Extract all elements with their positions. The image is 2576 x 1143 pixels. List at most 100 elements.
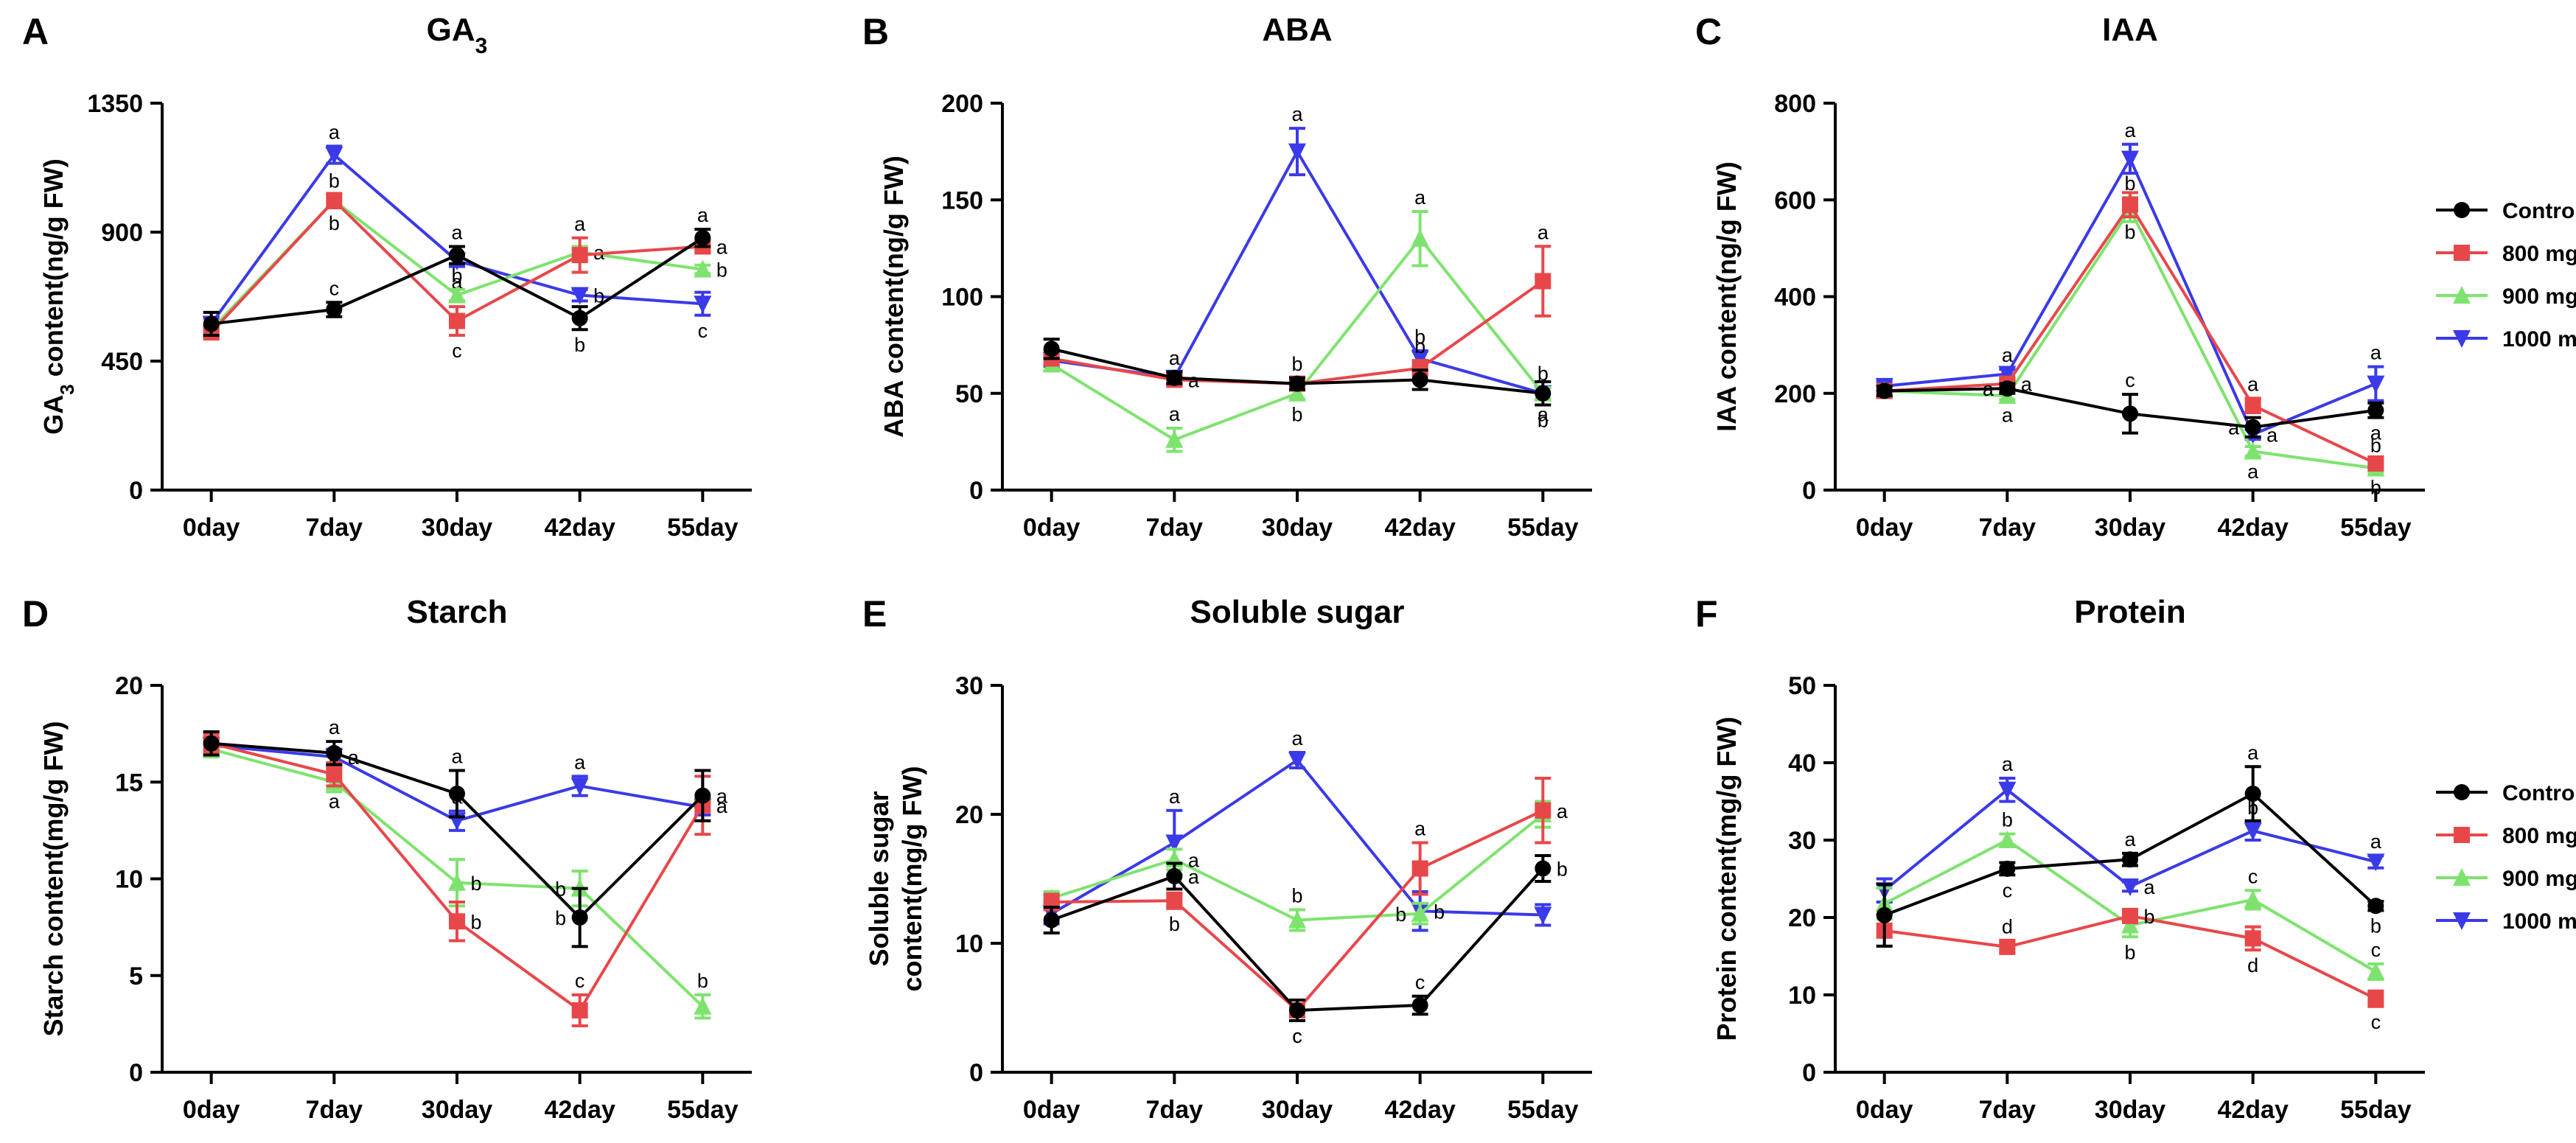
y-tick-label: 200 xyxy=(1774,380,1816,408)
data-point-marker xyxy=(203,735,220,752)
x-tick-label: 30day xyxy=(2095,514,2165,542)
significance-letter: c xyxy=(452,340,462,362)
significance-letter: b xyxy=(2370,915,2381,937)
series-control xyxy=(1043,854,1551,1022)
data-point-marker xyxy=(326,744,343,761)
legend-label: Control xyxy=(2502,199,2576,223)
legend-label: 800 mg/L xyxy=(2502,824,2576,848)
significance-letter: a xyxy=(329,121,341,143)
legend-swatch-marker xyxy=(2454,245,2470,261)
x-tick-label: 30day xyxy=(1262,1096,1333,1124)
significance-letter: b xyxy=(716,259,727,282)
data-point-marker xyxy=(1166,369,1183,386)
y-tick-label: 20 xyxy=(1788,904,1816,932)
y-axis-label: Soluble sugar xyxy=(864,791,894,966)
data-point-marker xyxy=(2122,907,2138,924)
data-point-marker xyxy=(1288,752,1306,770)
data-point-marker xyxy=(1411,860,1428,877)
y-tick-label: 10 xyxy=(1788,982,1816,1010)
x-tick-label: 42day xyxy=(544,514,615,542)
significance-letter: a xyxy=(2247,741,2259,763)
significance-letter: b xyxy=(1414,326,1425,348)
y-tick-label: 40 xyxy=(1788,749,1816,777)
y-tick-label: 0 xyxy=(129,1059,143,1087)
data-point-marker xyxy=(1876,906,1893,923)
data-point-marker xyxy=(449,312,465,329)
legend-swatch-marker xyxy=(2453,330,2471,348)
legend-label: 800 mg/L xyxy=(2502,242,2576,266)
x-tick-label: 55day xyxy=(2340,1096,2411,1124)
significance-letter: c xyxy=(1415,971,1425,993)
x-tick-label: 55day xyxy=(667,514,738,542)
y-tick-label: 10 xyxy=(115,866,143,894)
significance-letter: b xyxy=(470,873,481,895)
y-tick-label: 30 xyxy=(1788,827,1816,855)
significance-letter: c xyxy=(2003,879,2013,901)
significance-letter: a xyxy=(1983,378,1994,400)
data-point-marker xyxy=(1998,781,2017,800)
significance-letter: b xyxy=(1395,903,1406,926)
x-tick-label: 0day xyxy=(183,1096,240,1124)
legend-item: 1000 mg/L xyxy=(2436,327,2576,352)
significance-letter: d xyxy=(2247,954,2258,976)
legend-2: Control 800 mg/L 900 mg/L 1000 mg/L xyxy=(2436,781,2576,934)
data-point-marker xyxy=(1999,860,2016,877)
significance-letter: a xyxy=(716,236,728,258)
y-axis-label: ABA content(ng/g FW) xyxy=(879,155,909,438)
significance-letter: a xyxy=(697,204,709,226)
data-point-marker xyxy=(326,301,343,318)
data-point-marker xyxy=(570,777,589,796)
legend-swatch-marker xyxy=(2453,286,2471,304)
data-point-marker xyxy=(326,192,343,209)
significance-letter: a xyxy=(1537,404,1549,426)
significance-letter: b xyxy=(1434,901,1445,923)
significance-letter: b xyxy=(1414,335,1425,357)
y-axis-label: Starch content(mg/g FW) xyxy=(38,721,69,1037)
data-point-marker xyxy=(2367,455,2384,472)
panel-title: Soluble sugar xyxy=(1190,594,1405,630)
x-tick-label: 7day xyxy=(1979,514,2036,542)
chart-panel-d: D Starch 0 5 10 15 20 0day 7day 30day 42day 55day St… xyxy=(22,593,752,1124)
y-tick-label: 20 xyxy=(115,672,143,700)
y-tick-label: 800 xyxy=(1774,90,1816,118)
x-tick-label: 7day xyxy=(306,514,363,542)
significance-letter: a xyxy=(1414,186,1426,209)
x-tick-label: 0day xyxy=(1856,514,1913,542)
significance-letter: b xyxy=(1291,404,1302,426)
legend-swatch-marker xyxy=(2453,868,2471,886)
legend-label: 900 mg/L xyxy=(2502,284,2576,309)
y-tick-label: 400 xyxy=(1774,284,1816,312)
y-tick-label: 0 xyxy=(969,477,983,505)
significance-letter: c xyxy=(2248,865,2258,887)
x-tick-label: 42day xyxy=(1384,514,1455,542)
significance-letter: b xyxy=(1169,913,1180,935)
panel-title: IAA xyxy=(2102,12,2158,48)
data-point-marker xyxy=(571,310,588,326)
significance-letter: b xyxy=(697,970,708,992)
y-tick-label: 5 xyxy=(129,962,143,990)
x-tick-label: 55day xyxy=(1507,514,1578,542)
panel-letter: E xyxy=(862,593,887,635)
data-point-marker xyxy=(2244,889,2262,908)
series-control xyxy=(1043,338,1551,407)
panel-letter: D xyxy=(22,593,49,635)
significance-letter: a xyxy=(1557,800,1568,822)
x-tick-label: 7day xyxy=(306,1096,363,1124)
data-point-marker xyxy=(2244,397,2261,414)
significance-letter: a xyxy=(2021,374,2033,396)
panel-letter: C xyxy=(1695,11,1722,52)
significance-letter: a xyxy=(2143,876,2155,898)
chart-panel-e: E Soluble sugar 0 10 20 30 0day 7day 30day 42day 5… xyxy=(862,593,1592,1124)
legend-item: 800 mg/L xyxy=(2436,824,2576,848)
x-tick-label: 55day xyxy=(667,1096,738,1124)
chart-panel-f: F Protein 0 10 20 30 40 50 0day 7day 30day 42day 55d… xyxy=(1695,593,2425,1124)
significance-letter: a xyxy=(2370,422,2382,444)
data-point-marker xyxy=(1166,868,1183,884)
data-point-marker xyxy=(1999,938,2016,955)
significance-letter: a xyxy=(2247,373,2259,395)
legend-item: Control xyxy=(2436,199,2576,223)
panel-letter: A xyxy=(22,11,49,52)
significance-letter: c xyxy=(2371,1011,2381,1033)
y-tick-label: 10 xyxy=(955,930,983,958)
data-point-marker xyxy=(1288,383,1306,402)
